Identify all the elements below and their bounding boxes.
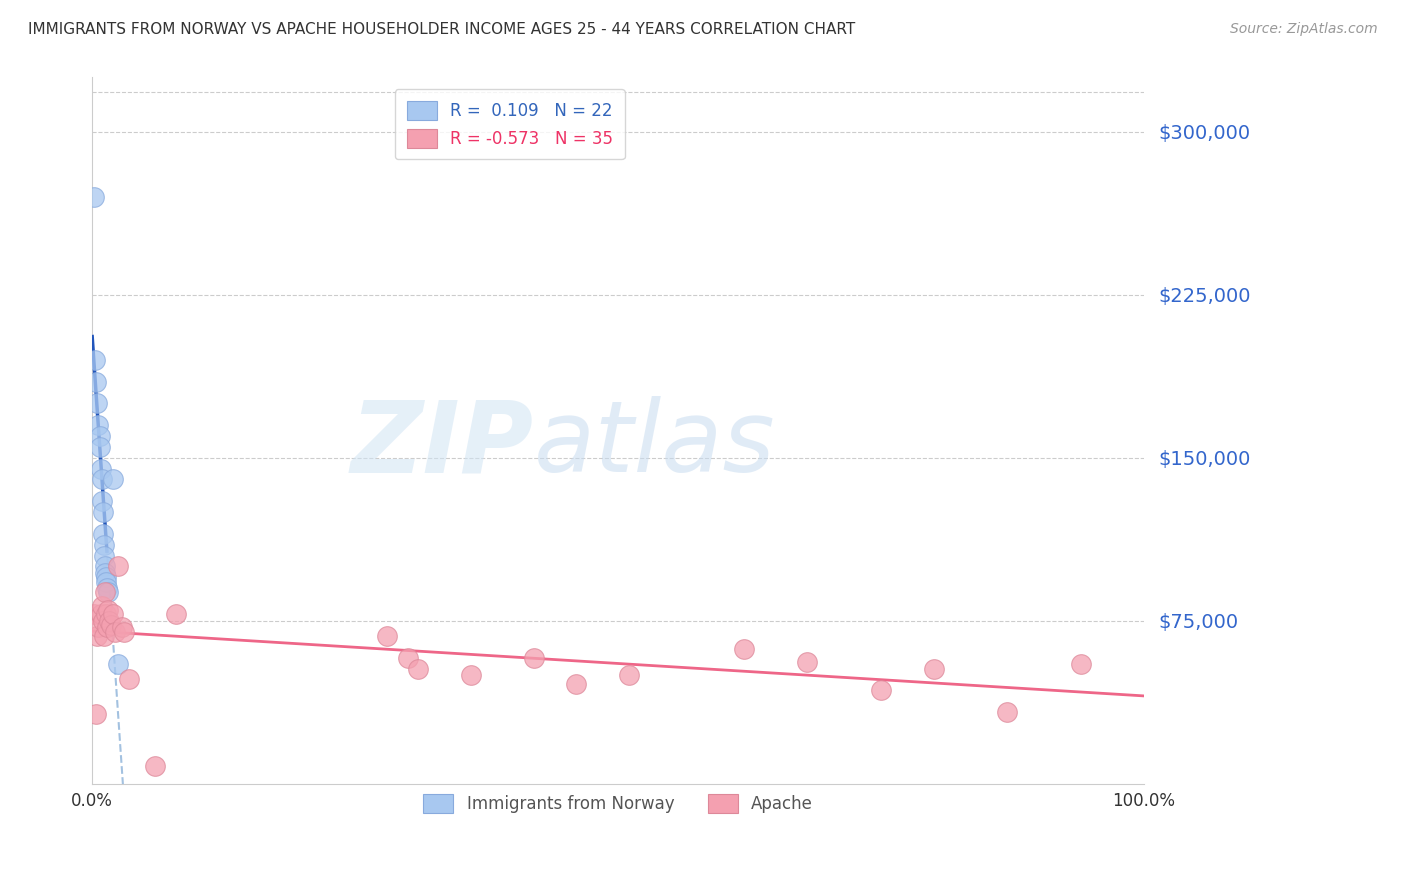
Point	[89, 429, 111, 443]
Point	[103, 473, 125, 487]
Point	[91, 614, 114, 628]
Point	[922, 662, 945, 676]
Point	[104, 624, 127, 639]
Point	[96, 620, 118, 634]
Point	[83, 607, 105, 622]
Point	[93, 538, 115, 552]
Point	[94, 574, 117, 589]
Point	[87, 620, 110, 634]
Point	[870, 683, 893, 698]
Point	[90, 461, 112, 475]
Point	[86, 396, 108, 410]
Text: atlas: atlas	[534, 396, 776, 493]
Point	[107, 657, 129, 672]
Point	[617, 668, 640, 682]
Point	[97, 585, 120, 599]
Point	[90, 494, 112, 508]
Point	[84, 353, 107, 368]
Point	[118, 673, 141, 687]
Point	[83, 190, 105, 204]
Point	[86, 629, 108, 643]
Point	[143, 759, 166, 773]
Legend: Immigrants from Norway, Apache: Immigrants from Norway, Apache	[412, 782, 824, 825]
Point	[98, 614, 121, 628]
Point	[86, 707, 108, 722]
Point	[94, 607, 117, 622]
Point	[460, 668, 482, 682]
Point	[112, 624, 135, 639]
Point	[796, 655, 818, 669]
Point	[406, 662, 429, 676]
Point	[565, 677, 588, 691]
Point	[90, 599, 112, 613]
Point	[1070, 657, 1092, 672]
Point	[100, 618, 122, 632]
Text: ZIP: ZIP	[352, 396, 534, 493]
Point	[91, 505, 114, 519]
Point	[107, 559, 129, 574]
Point	[90, 473, 112, 487]
Point	[86, 375, 108, 389]
Point	[94, 585, 117, 599]
Text: Source: ZipAtlas.com: Source: ZipAtlas.com	[1230, 22, 1378, 37]
Point	[733, 642, 755, 657]
Point	[94, 570, 117, 584]
Point	[91, 526, 114, 541]
Point	[97, 603, 120, 617]
Text: IMMIGRANTS FROM NORWAY VS APACHE HOUSEHOLDER INCOME AGES 25 - 44 YEARS CORRELATI: IMMIGRANTS FROM NORWAY VS APACHE HOUSEHO…	[28, 22, 855, 37]
Point	[96, 581, 118, 595]
Point	[375, 629, 398, 643]
Point	[89, 440, 111, 454]
Point	[165, 607, 187, 622]
Point	[103, 607, 125, 622]
Point	[93, 629, 115, 643]
Point	[111, 620, 134, 634]
Point	[94, 559, 117, 574]
Point	[995, 705, 1018, 719]
Point	[94, 566, 117, 580]
Point	[87, 418, 110, 433]
Point	[523, 650, 546, 665]
Point	[396, 650, 419, 665]
Point	[90, 607, 112, 622]
Point	[93, 549, 115, 563]
